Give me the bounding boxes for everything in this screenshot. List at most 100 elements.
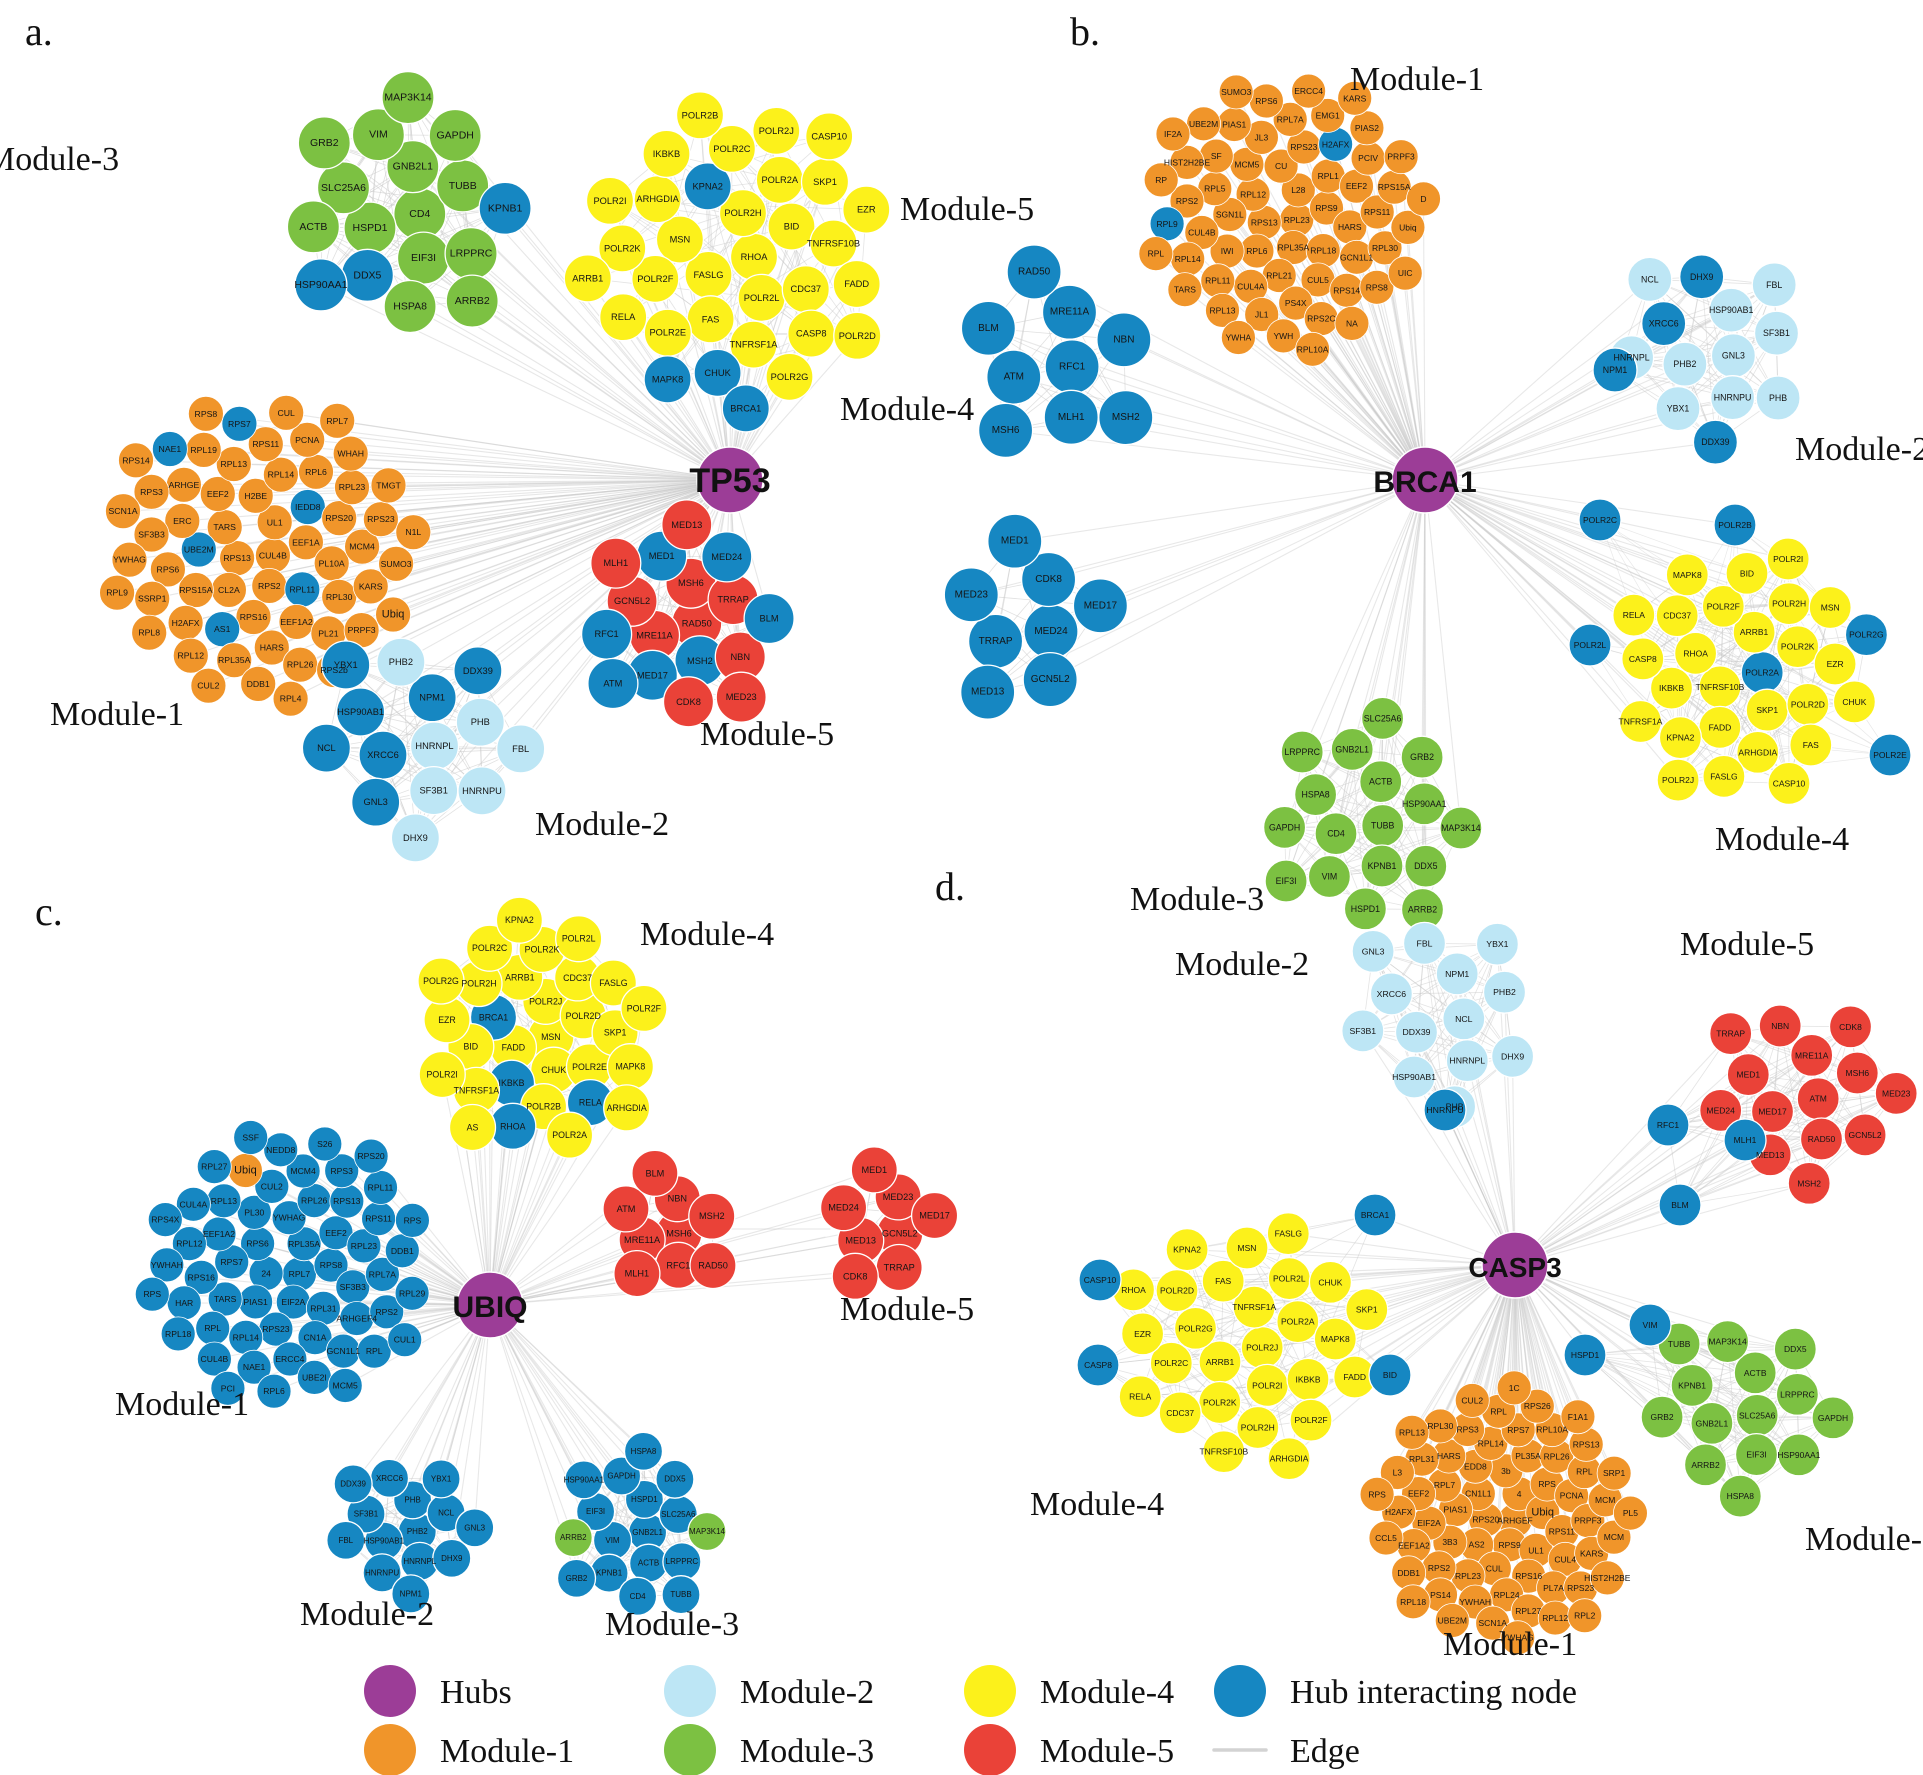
svg-text:CDK8: CDK8 xyxy=(1839,1022,1862,1032)
svg-text:FADD: FADD xyxy=(1709,722,1732,732)
svg-text:HNRNPL: HNRNPL xyxy=(1449,1056,1485,1066)
svg-text:UBE2I: UBE2I xyxy=(302,1372,327,1382)
svg-text:Module-5: Module-5 xyxy=(1680,926,1814,963)
svg-text:UIC: UIC xyxy=(1398,268,1413,278)
svg-text:KPNA2: KPNA2 xyxy=(505,915,534,925)
svg-text:HSP90AB1: HSP90AB1 xyxy=(1392,1072,1436,1082)
svg-text:RPS15A: RPS15A xyxy=(179,585,213,595)
svg-text:RPL7A: RPL7A xyxy=(369,1269,396,1279)
svg-text:DDB1: DDB1 xyxy=(1397,1568,1420,1578)
svg-text:RPS15A: RPS15A xyxy=(1378,182,1411,192)
svg-text:MAPK8: MAPK8 xyxy=(615,1062,645,1072)
svg-text:Module-3: Module-3 xyxy=(740,1733,874,1770)
svg-text:POLR2F: POLR2F xyxy=(1294,1415,1327,1425)
svg-text:Hub interacting node: Hub interacting node xyxy=(1290,1674,1577,1711)
svg-text:BRCA1: BRCA1 xyxy=(1361,1210,1390,1220)
svg-text:RPL31: RPL31 xyxy=(1409,1454,1435,1464)
svg-text:EIF3I: EIF3I xyxy=(586,1507,605,1516)
svg-text:ACTB: ACTB xyxy=(638,1559,659,1568)
svg-text:PIAS1: PIAS1 xyxy=(1444,1505,1468,1515)
svg-text:POLR2K: POLR2K xyxy=(1781,642,1815,652)
svg-text:RPS26: RPS26 xyxy=(1524,1401,1551,1411)
svg-text:H2AFX: H2AFX xyxy=(1322,139,1350,149)
svg-text:GNL3: GNL3 xyxy=(464,1523,485,1532)
svg-text:RPL6: RPL6 xyxy=(305,467,327,477)
svg-text:RPS13: RPS13 xyxy=(333,1196,360,1206)
svg-text:POLR2I: POLR2I xyxy=(427,1070,458,1080)
svg-text:NPM1: NPM1 xyxy=(419,693,445,703)
svg-text:MED23: MED23 xyxy=(726,692,757,702)
svg-text:RPL26: RPL26 xyxy=(287,660,314,670)
svg-text:CN1A: CN1A xyxy=(304,1333,327,1343)
svg-text:YBX1: YBX1 xyxy=(431,1474,452,1483)
svg-text:H2BE: H2BE xyxy=(244,491,267,501)
svg-text:POLR2C: POLR2C xyxy=(1583,515,1617,525)
svg-text:RPS23: RPS23 xyxy=(262,1324,289,1334)
svg-text:CUL4A: CUL4A xyxy=(180,1199,208,1209)
svg-text:RELA: RELA xyxy=(579,1098,602,1108)
svg-text:YWHAG: YWHAG xyxy=(113,555,146,565)
svg-text:4: 4 xyxy=(1517,1489,1522,1499)
svg-text:MRE11A: MRE11A xyxy=(1795,1050,1829,1060)
svg-text:BLM: BLM xyxy=(645,1168,664,1178)
svg-text:RPS11: RPS11 xyxy=(1549,1527,1576,1537)
svg-text:BID: BID xyxy=(1740,568,1754,578)
svg-text:BID: BID xyxy=(1383,1370,1397,1380)
svg-text:POLR2B: POLR2B xyxy=(1718,520,1752,530)
svg-text:RHOA: RHOA xyxy=(1683,648,1708,658)
svg-text:3b: 3b xyxy=(1501,1466,1511,1476)
svg-text:RPL12: RPL12 xyxy=(1240,189,1266,199)
svg-text:RPL27: RPL27 xyxy=(201,1162,227,1172)
svg-text:Module-1: Module-1 xyxy=(50,696,184,733)
svg-text:NBN: NBN xyxy=(1113,334,1134,345)
svg-text:UBE2M: UBE2M xyxy=(184,545,214,555)
svg-text:FASLG: FASLG xyxy=(599,978,628,988)
svg-text:EEF1A: EEF1A xyxy=(292,537,320,547)
svg-text:NPM1: NPM1 xyxy=(1603,365,1628,375)
svg-text:RELA: RELA xyxy=(1129,1392,1152,1402)
svg-text:NBN: NBN xyxy=(730,652,750,662)
svg-text:RPS13: RPS13 xyxy=(223,553,251,563)
svg-text:RPL23: RPL23 xyxy=(339,482,366,492)
svg-text:TP53: TP53 xyxy=(689,462,770,500)
svg-text:GNL3: GNL3 xyxy=(1362,946,1385,956)
svg-text:RPL5: RPL5 xyxy=(1204,184,1226,194)
svg-text:TRRAP: TRRAP xyxy=(1716,1029,1745,1039)
svg-text:YWHAH: YWHAH xyxy=(1459,1597,1491,1607)
svg-text:Module-1: Module-1 xyxy=(115,1386,249,1423)
svg-text:ARRB1: ARRB1 xyxy=(1206,1357,1235,1367)
svg-text:RPL26: RPL26 xyxy=(301,1196,327,1206)
svg-text:PL7A: PL7A xyxy=(1543,1583,1564,1593)
svg-text:CUL: CUL xyxy=(278,408,296,418)
svg-text:LRPPRC: LRPPRC xyxy=(666,1557,699,1566)
svg-text:NPM1: NPM1 xyxy=(1445,969,1469,979)
svg-text:IKBKB: IKBKB xyxy=(653,149,680,159)
svg-text:MSH6: MSH6 xyxy=(666,1228,692,1238)
svg-text:POLR2B: POLR2B xyxy=(682,110,719,120)
svg-text:MLH1: MLH1 xyxy=(603,558,628,568)
svg-text:ARRB2: ARRB2 xyxy=(455,295,490,307)
svg-text:KPNB1: KPNB1 xyxy=(1678,1380,1706,1390)
svg-text:RPL23: RPL23 xyxy=(351,1241,377,1251)
svg-text:RPL14: RPL14 xyxy=(268,470,295,480)
svg-text:CASP3: CASP3 xyxy=(1468,1252,1561,1283)
svg-text:ARRB1: ARRB1 xyxy=(572,273,603,283)
svg-text:Module-5: Module-5 xyxy=(840,1291,974,1328)
svg-text:MED1: MED1 xyxy=(862,1165,888,1175)
svg-text:DDX39: DDX39 xyxy=(1701,437,1729,447)
svg-text:RPL35A: RPL35A xyxy=(218,655,251,665)
svg-text:IKBKB: IKBKB xyxy=(1659,683,1684,693)
svg-text:POLR2D: POLR2D xyxy=(839,331,876,341)
svg-text:RPL35A: RPL35A xyxy=(288,1239,320,1249)
svg-text:RPL35A: RPL35A xyxy=(1278,243,1310,253)
svg-text:GRB2: GRB2 xyxy=(1410,752,1434,762)
svg-text:EIF3I: EIF3I xyxy=(1276,876,1297,886)
svg-text:Module-2: Module-2 xyxy=(1795,431,1923,468)
svg-text:MAPK8: MAPK8 xyxy=(1673,570,1702,580)
svg-text:RPS13: RPS13 xyxy=(1573,1439,1600,1449)
svg-text:RPL18: RPL18 xyxy=(1310,246,1336,256)
svg-text:PCIV: PCIV xyxy=(1358,153,1378,163)
svg-text:MRE11A: MRE11A xyxy=(624,1235,661,1245)
svg-text:VIM: VIM xyxy=(1322,872,1338,882)
svg-text:MAPK8: MAPK8 xyxy=(1321,1334,1350,1344)
